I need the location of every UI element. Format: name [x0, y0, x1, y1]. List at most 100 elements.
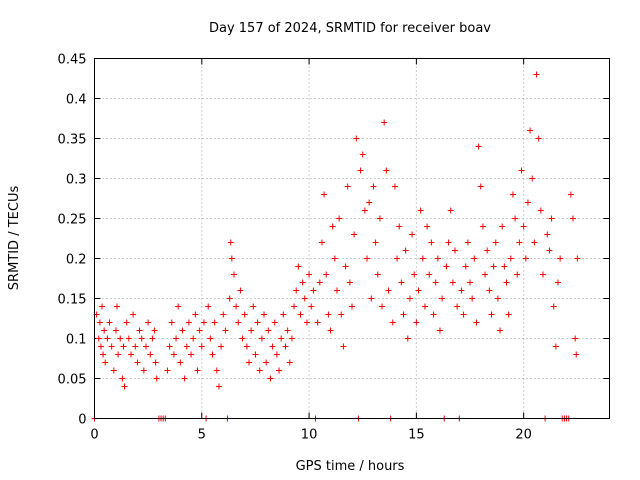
x-tick-label: 20 — [515, 428, 532, 443]
data-point — [376, 215, 383, 222]
data-point — [269, 343, 276, 350]
data-point — [198, 343, 205, 350]
data-point — [288, 335, 295, 342]
data-point — [574, 255, 581, 262]
data-point — [310, 287, 317, 294]
data-point — [147, 351, 154, 358]
data-point — [452, 247, 458, 254]
data-point — [235, 319, 242, 326]
y-tick-label: 0.45 — [58, 53, 87, 68]
data-point — [533, 71, 540, 78]
data-point — [471, 255, 478, 262]
data-point — [415, 287, 422, 294]
data-point — [406, 295, 413, 302]
y-tick-label: 0.2 — [66, 253, 87, 268]
data-point — [518, 167, 525, 174]
data-point — [462, 263, 469, 270]
data-point — [261, 311, 268, 318]
data-point — [228, 255, 235, 262]
data-point — [359, 151, 366, 158]
data-point — [190, 335, 197, 342]
chart-title: Day 157 of 2024, SRMTID for receiver boa… — [209, 21, 491, 36]
data-point — [188, 351, 195, 358]
data-point — [291, 303, 298, 310]
data-point — [321, 191, 328, 198]
data-point — [529, 175, 536, 182]
data-point — [353, 135, 360, 142]
data-points — [91, 71, 581, 422]
data-point — [168, 319, 175, 326]
data-point — [527, 127, 534, 134]
data-point — [329, 223, 336, 230]
data-point — [389, 319, 396, 326]
data-point — [149, 335, 156, 342]
data-point — [492, 239, 499, 246]
data-point — [402, 247, 409, 254]
x-tick-label: 5 — [198, 428, 206, 443]
data-point — [96, 319, 103, 326]
data-point — [379, 303, 386, 310]
data-point — [267, 375, 274, 382]
data-point — [145, 319, 152, 326]
data-point — [233, 303, 240, 310]
data-point — [357, 167, 364, 174]
data-point — [372, 239, 379, 246]
data-point — [404, 335, 411, 342]
data-point — [432, 279, 439, 286]
data-point — [252, 351, 259, 358]
data-point — [419, 255, 426, 262]
data-point — [278, 335, 285, 342]
data-point — [299, 279, 306, 286]
data-point — [263, 359, 270, 366]
data-point — [215, 383, 222, 390]
data-point — [115, 351, 122, 358]
data-point — [509, 191, 516, 198]
data-point — [522, 255, 529, 262]
data-point — [140, 367, 147, 374]
data-point — [239, 335, 246, 342]
data-point — [306, 271, 313, 278]
data-point — [284, 327, 291, 334]
plot-frame — [94, 58, 610, 419]
data-point — [477, 183, 484, 190]
data-point — [344, 183, 351, 190]
data-point — [175, 303, 182, 310]
data-point — [439, 295, 446, 302]
data-point — [173, 335, 180, 342]
data-point — [308, 303, 315, 310]
data-point — [573, 351, 580, 358]
data-point — [134, 359, 141, 366]
data-point — [246, 359, 252, 366]
data-point — [512, 215, 519, 222]
y-tick-label: 0.25 — [58, 213, 87, 228]
data-point — [258, 335, 265, 342]
y-tick-label: 0.05 — [58, 373, 87, 388]
data-point — [95, 335, 102, 342]
data-point — [327, 327, 334, 334]
y-tick-label: 0.4 — [66, 93, 87, 108]
data-point — [280, 311, 287, 318]
y-tick-label: 0.3 — [66, 173, 87, 188]
data-point — [342, 263, 349, 270]
data-point — [486, 287, 493, 294]
data-point — [443, 263, 450, 270]
data-point — [207, 335, 214, 342]
data-point — [222, 327, 229, 334]
y-tick-label: 0.35 — [58, 133, 87, 148]
data-point — [286, 359, 293, 366]
data-point — [430, 311, 437, 318]
data-point — [434, 255, 441, 262]
data-point — [385, 287, 392, 294]
data-point — [424, 223, 431, 230]
data-point — [391, 183, 398, 190]
data-point — [125, 335, 132, 342]
data-point — [282, 343, 289, 350]
x-tick-label: 10 — [301, 428, 318, 443]
data-point — [361, 207, 368, 214]
y-tick-label: 0.15 — [58, 293, 87, 308]
data-point — [454, 303, 461, 310]
data-point — [106, 319, 113, 326]
data-point — [464, 239, 471, 246]
data-point — [108, 343, 115, 350]
data-point — [179, 327, 186, 334]
